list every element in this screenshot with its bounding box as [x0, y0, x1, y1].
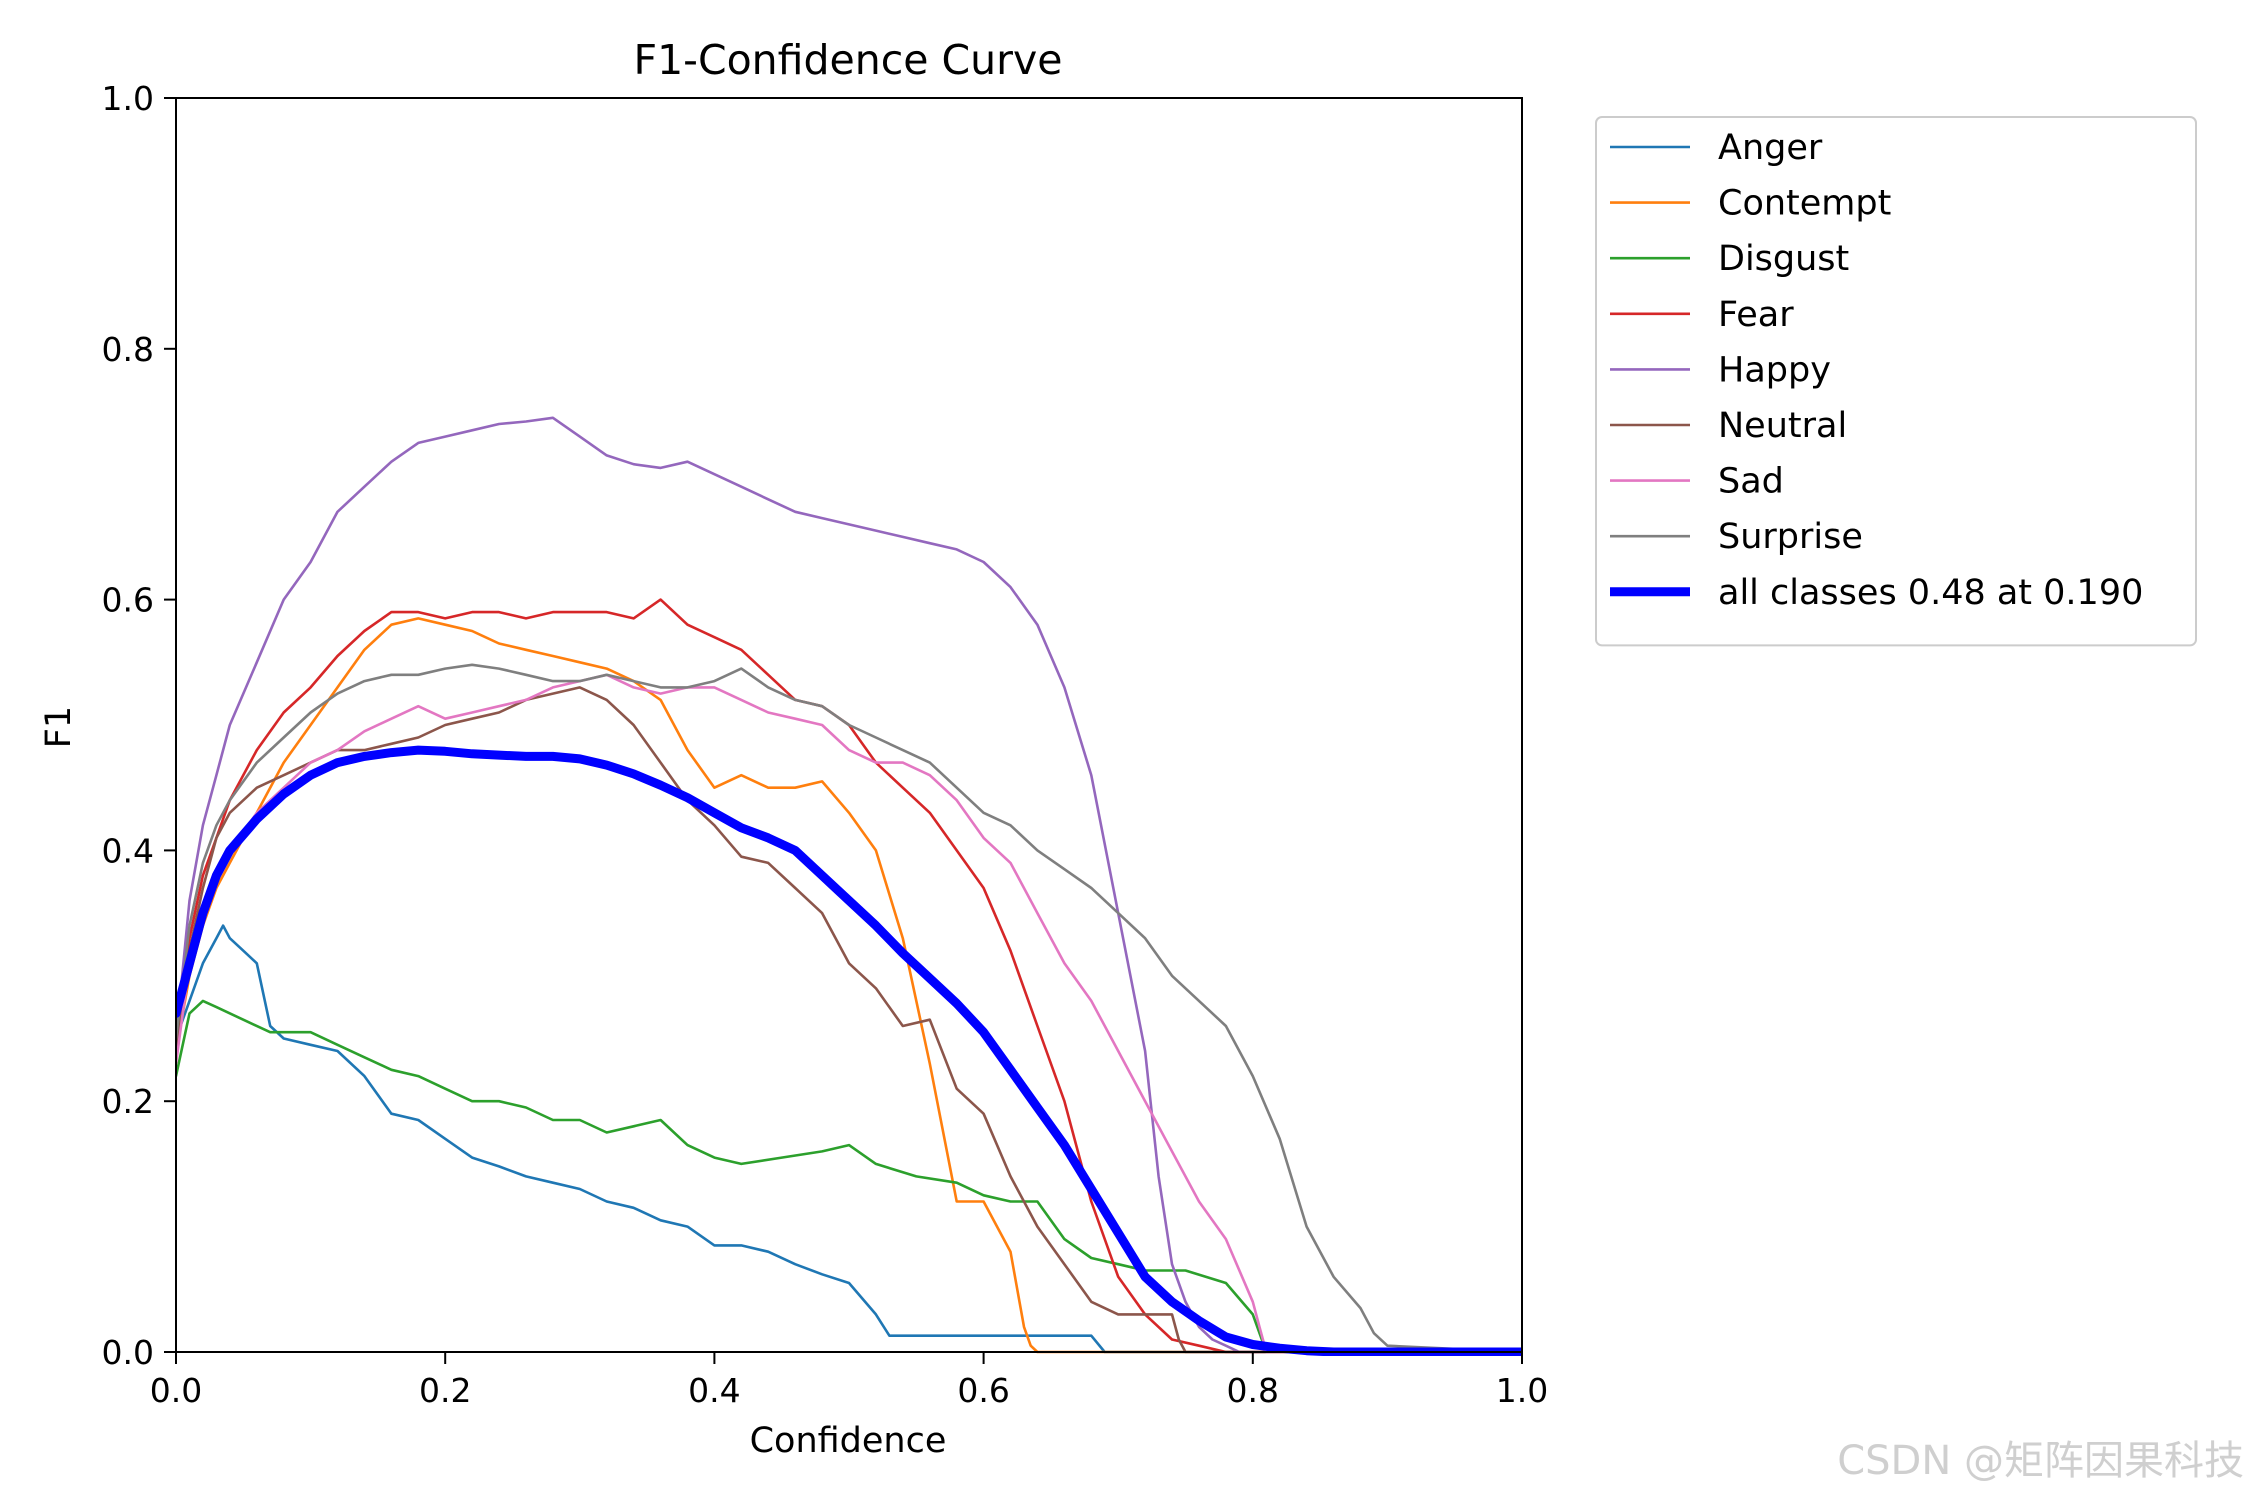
legend-label: all classes 0.48 at 0.190 — [1718, 573, 2143, 613]
x-tick-label: 0.8 — [1227, 1371, 1279, 1410]
legend-label: Contempt — [1718, 184, 1891, 224]
x-tick-label: 0.2 — [419, 1371, 471, 1410]
legend-box — [1595, 116, 2197, 647]
x-axis-label: Confidence — [750, 1421, 947, 1461]
watermark-text: CSDN @矩阵因果科技 — [1837, 1438, 2244, 1484]
y-tick-label: 0.2 — [102, 1082, 154, 1121]
series-line-happy — [176, 416, 1522, 1354]
series-layer — [176, 416, 1522, 1356]
legend-label: Fear — [1718, 295, 1794, 335]
legend-label: Neutral — [1718, 406, 1847, 446]
chart-title: F1-Confidence Curve — [634, 36, 1063, 84]
x-tick-label: 1.0 — [1496, 1371, 1548, 1410]
plot-frame — [175, 97, 1523, 1353]
y-tick-label: 0.4 — [102, 831, 154, 870]
series-line-anger — [176, 924, 1522, 1354]
series-line-fear — [176, 598, 1522, 1354]
series-line-sad — [176, 673, 1522, 1354]
legend: Anger Contempt Disgust Fear Happy Neutral Sad S… — [1595, 116, 2197, 647]
x-tick-label: 0.6 — [957, 1371, 1009, 1410]
legend-label: Anger — [1718, 128, 1823, 168]
x-tick-label: 0.4 — [688, 1371, 740, 1410]
y-tick-label: 1.0 — [102, 79, 154, 118]
series-line-disgust — [176, 999, 1522, 1354]
legend-label: Sad — [1718, 462, 1784, 502]
y-tick-label: 0.0 — [102, 1333, 154, 1372]
legend-label: Surprise — [1718, 517, 1863, 557]
axes-layer: 0.0 0.2 0.4 0.6 0.8 1.0 0.0 0.2 0.4 0.6 0.8 1.0 — [102, 79, 1549, 1410]
y-axis-label: F1 — [39, 706, 79, 748]
series-line-surprise — [176, 663, 1522, 1354]
y-tick-label: 0.6 — [102, 581, 154, 620]
legend-label: Happy — [1718, 350, 1831, 390]
series-line-all-classes-0-48-at-0-190 — [176, 745, 1522, 1356]
series-line-contempt — [176, 617, 1522, 1354]
x-tick-label: 0.0 — [150, 1371, 202, 1410]
legend-label: Disgust — [1718, 239, 1849, 279]
y-tick-label: 0.8 — [102, 330, 154, 369]
